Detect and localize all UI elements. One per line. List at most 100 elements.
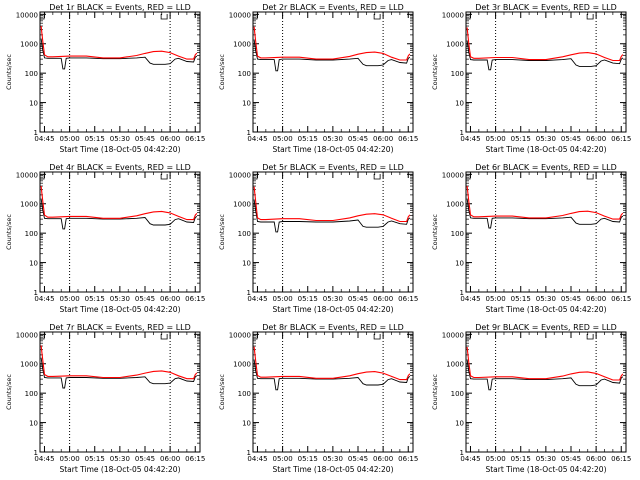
x-tick-label: 05:45 (348, 135, 368, 143)
x-tick-label: 05:15 (85, 295, 105, 303)
y-tick-label: 10 (455, 420, 464, 428)
y-tick-label: 1000 (233, 41, 251, 49)
plot-frame (465, 11, 627, 133)
x-tick-label: 05:30 (110, 135, 130, 143)
chart-panel-9: Det 9r BLACK = Events, RED = LLD Counts/s… (431, 323, 631, 474)
x-axis-label: Start Time (18-Oct-05 04:42:20) (272, 145, 393, 154)
series-line-red (253, 346, 411, 381)
y-tick-label: 10 (455, 260, 464, 268)
x-tick-label: 05:45 (348, 455, 368, 463)
y-axis-label: Counts/sec (5, 214, 13, 250)
y-tick-label: 1 (34, 449, 38, 457)
x-tick-label: 06:15 (185, 455, 205, 463)
interval-bracket (39, 174, 45, 180)
x-axis-label: Start Time (18-Oct-05 04:42:20) (272, 305, 393, 314)
plot-frame (465, 171, 627, 293)
plot-frame (252, 331, 414, 453)
interval-bracket (39, 334, 45, 340)
y-tick-label: 10000 (16, 11, 38, 19)
y-tick-label: 1 (247, 289, 251, 297)
y-tick-label: 10000 (229, 11, 251, 19)
y-tick-label: 1000 (233, 361, 251, 369)
y-tick-label: 100 (238, 70, 251, 78)
chart-title: Det 6r BLACK = Events, RED = LLD (475, 163, 617, 172)
x-tick-label: 06:15 (611, 455, 631, 463)
chart-panel-8: Det 8r BLACK = Events, RED = LLD Counts/s… (218, 323, 418, 474)
chart-title: Det 7r BLACK = Events, RED = LLD (49, 323, 191, 332)
x-tick-label: 05:45 (135, 295, 155, 303)
interval-bracket (252, 14, 258, 20)
x-axis-label: Start Time (18-Oct-05 04:42:20) (485, 305, 606, 314)
x-tick-label: 05:30 (323, 455, 343, 463)
x-tick-label: 06:15 (398, 455, 418, 463)
x-tick-label: 06:00 (586, 295, 606, 303)
x-tick-label: 05:30 (536, 455, 556, 463)
series-line-red (253, 26, 411, 61)
x-tick-label: 05:15 (511, 135, 531, 143)
x-tick-label: 04:45 (247, 135, 267, 143)
x-tick-label: 04:45 (34, 295, 54, 303)
chart-panel-5: Det 5r BLACK = Events, RED = LLD Counts/s… (218, 163, 418, 314)
x-tick-label: 05:15 (85, 455, 105, 463)
y-tick-label: 1000 (446, 361, 464, 369)
y-tick-label: 10 (242, 100, 251, 108)
chart-panel-4: Det 4r BLACK = Events, RED = LLD Counts/s… (5, 163, 205, 314)
y-tick-label: 1000 (20, 41, 38, 49)
x-tick-label: 06:00 (373, 135, 393, 143)
y-tick-label: 10000 (16, 171, 38, 179)
y-tick-label: 10 (242, 420, 251, 428)
interval-bracket (252, 174, 258, 180)
series-line-red (466, 27, 624, 62)
y-tick-label: 1000 (20, 201, 38, 209)
series-line-black (253, 199, 411, 233)
x-tick-label: 04:45 (34, 135, 54, 143)
y-tick-label: 1 (34, 289, 38, 297)
x-axis-label: Start Time (18-Oct-05 04:42:20) (485, 465, 606, 474)
x-tick-label: 05:00 (486, 135, 506, 143)
series-line-red (466, 185, 624, 220)
x-tick-label: 05:45 (561, 455, 581, 463)
x-axis-label: Start Time (18-Oct-05 04:42:20) (59, 305, 180, 314)
y-tick-label: 1000 (446, 201, 464, 209)
y-axis-label: Counts/sec (218, 214, 226, 250)
y-axis-label: Counts/sec (431, 54, 439, 90)
series-line-black (253, 359, 411, 391)
x-tick-label: 05:45 (135, 135, 155, 143)
y-tick-label: 10000 (229, 331, 251, 339)
y-tick-label: 10000 (16, 331, 38, 339)
interval-bracket (373, 334, 381, 340)
chart-title: Det 2r BLACK = Events, RED = LLD (262, 3, 404, 12)
x-tick-label: 06:00 (373, 455, 393, 463)
plot-frame (39, 331, 201, 453)
series-line-red (40, 345, 198, 380)
x-tick-label: 04:45 (460, 135, 480, 143)
x-tick-label: 06:15 (398, 135, 418, 143)
x-axis-label: Start Time (18-Oct-05 04:42:20) (59, 145, 180, 154)
interval-bracket (586, 14, 594, 20)
interval-bracket (160, 174, 168, 180)
x-tick-label: 04:45 (460, 295, 480, 303)
x-tick-label: 04:45 (34, 455, 54, 463)
y-tick-label: 10000 (229, 171, 251, 179)
x-tick-label: 06:00 (373, 295, 393, 303)
interval-bracket (465, 14, 471, 20)
x-tick-label: 05:30 (110, 455, 130, 463)
interval-bracket (373, 174, 381, 180)
x-tick-label: 06:00 (586, 135, 606, 143)
plot-frame (39, 11, 201, 133)
y-tick-label: 100 (238, 390, 251, 398)
y-tick-label: 10000 (442, 171, 464, 179)
series-line-red (40, 185, 198, 221)
interval-bracket (39, 14, 45, 20)
x-tick-label: 05:30 (536, 135, 556, 143)
x-tick-label: 05:00 (273, 135, 293, 143)
x-tick-label: 06:15 (611, 135, 631, 143)
x-tick-label: 04:45 (460, 455, 480, 463)
chart-title: Det 3r BLACK = Events, RED = LLD (475, 3, 617, 12)
x-tick-label: 05:45 (348, 295, 368, 303)
interval-bracket (373, 14, 381, 20)
y-tick-label: 1 (34, 129, 38, 137)
plot-frame (39, 171, 201, 293)
chart-title: Det 8r BLACK = Events, RED = LLD (262, 323, 404, 332)
